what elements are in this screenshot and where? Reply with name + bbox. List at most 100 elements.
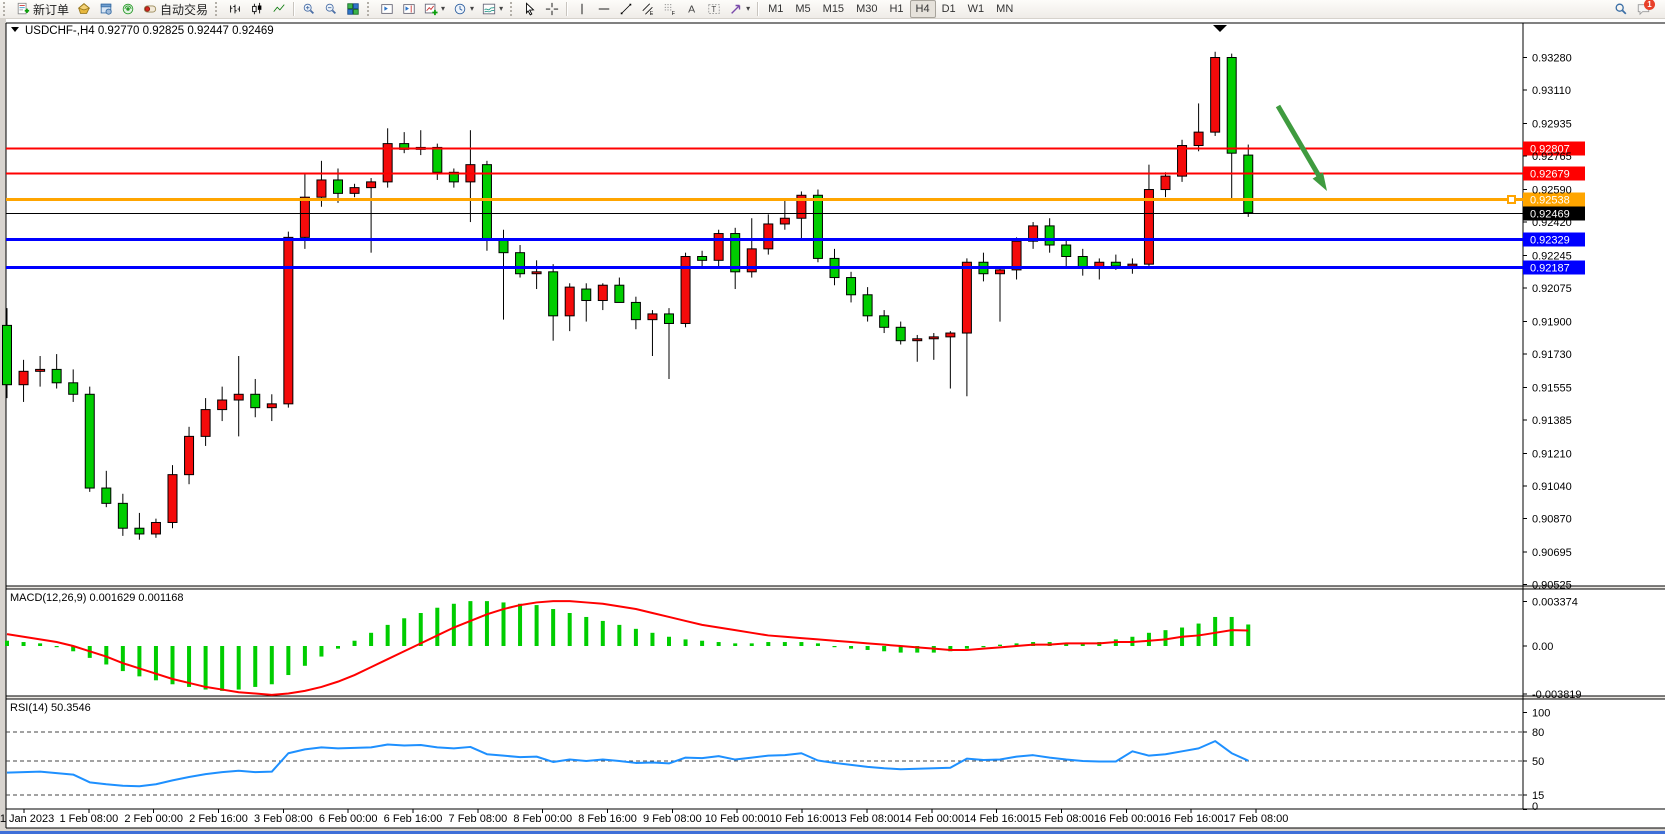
dropdown-caret-icon: ▾ bbox=[499, 4, 504, 13]
channel-icon: E bbox=[641, 2, 655, 16]
price-tick-label: 0.92075 bbox=[1532, 283, 1572, 295]
rsi-levels bbox=[6, 731, 1523, 796]
candle-body bbox=[928, 336, 939, 340]
candle-body bbox=[597, 284, 608, 302]
zoom-in-button[interactable] bbox=[298, 0, 320, 18]
macd-bar bbox=[54, 646, 59, 648]
candlestick-chart-button[interactable] bbox=[246, 0, 268, 18]
timeframe-m30-button[interactable]: M30 bbox=[856, 3, 878, 15]
chart-bg bbox=[0, 18, 1665, 828]
candle-body bbox=[366, 181, 377, 189]
label-button[interactable]: T bbox=[703, 0, 725, 18]
candle-body bbox=[299, 196, 310, 238]
new-order-button[interactable]: 新订单 bbox=[12, 0, 73, 18]
candle-body bbox=[862, 294, 873, 317]
time-tick-label: 1 Feb 08:00 bbox=[59, 813, 118, 825]
time-tick-label: 8 Feb 16:00 bbox=[578, 813, 637, 825]
candle-body bbox=[779, 217, 790, 225]
horizontal-line-icon bbox=[597, 2, 611, 16]
price-tick-label: 0.90870 bbox=[1532, 514, 1572, 526]
profiles-clock-icon bbox=[453, 2, 467, 16]
new-order-label: 新订单 bbox=[33, 2, 70, 17]
crosshair-button[interactable] bbox=[541, 0, 563, 18]
price-tick-label: 0.91385 bbox=[1532, 415, 1572, 427]
templates-button[interactable]: ▾ bbox=[478, 0, 507, 18]
macd-bar bbox=[1163, 630, 1168, 646]
profiles-button[interactable]: ▾ bbox=[449, 0, 478, 18]
toolbar-grip[interactable] bbox=[215, 2, 221, 16]
candles bbox=[2, 51, 1254, 540]
line-chart-button[interactable] bbox=[268, 0, 290, 18]
macd-bar bbox=[402, 618, 407, 646]
timeframe-m1-button[interactable]: M1 bbox=[768, 3, 784, 15]
channel-button[interactable]: E bbox=[637, 0, 659, 18]
macd-bar bbox=[799, 642, 804, 646]
price-badge-label: 0.92187 bbox=[1530, 263, 1570, 275]
macd-bar bbox=[302, 646, 307, 666]
timeframe-m15-button[interactable]: M15 bbox=[822, 3, 845, 15]
market-watch-button[interactable] bbox=[95, 0, 117, 18]
candle-body bbox=[101, 487, 112, 504]
timeframe-group: M1 M5 M15 M30 H1 H4 D1 W1 MN bbox=[762, 0, 1019, 18]
rsi-scale-label: 15 bbox=[1532, 790, 1544, 802]
toolbar-grip[interactable] bbox=[3, 2, 9, 16]
trend-arrow-annotation[interactable] bbox=[1275, 104, 1327, 191]
candle-body bbox=[2, 324, 12, 386]
timeframe-m5-button[interactable]: M5 bbox=[795, 3, 811, 15]
navigator-button[interactable] bbox=[73, 0, 95, 18]
signals-button[interactable] bbox=[117, 0, 139, 18]
macd-bar bbox=[534, 605, 539, 646]
toolbar-grip[interactable] bbox=[367, 2, 373, 16]
macd-bar bbox=[1080, 643, 1085, 646]
new-chart-button[interactable]: ▾ bbox=[420, 0, 449, 18]
macd-bar bbox=[1146, 632, 1151, 646]
zoom-out-button[interactable] bbox=[320, 0, 342, 18]
candle-body bbox=[250, 393, 261, 409]
candle-body bbox=[167, 474, 178, 523]
hline-handle[interactable] bbox=[1507, 195, 1516, 204]
macd-bar bbox=[5, 640, 9, 646]
panel-sash[interactable] bbox=[6, 586, 1665, 589]
fibonacci-button[interactable]: F bbox=[659, 0, 681, 18]
candle-body bbox=[1143, 189, 1154, 265]
vertical-line-button[interactable] bbox=[571, 0, 593, 18]
timeframe-mn-button[interactable]: MN bbox=[996, 3, 1014, 15]
macd-bar bbox=[1064, 643, 1069, 646]
window-left-edge bbox=[0, 18, 6, 828]
timeframe-h4-button[interactable]: H4 bbox=[909, 0, 936, 18]
trendline-button[interactable] bbox=[615, 0, 637, 18]
chart-shift-button[interactable] bbox=[398, 0, 420, 18]
text-button[interactable]: A bbox=[681, 0, 703, 18]
price-axis[interactable]: 0.93280 0.93110 0.92935 0.92765 0.92590 0.924… bbox=[1523, 53, 1572, 592]
cursor-button[interactable] bbox=[519, 0, 541, 18]
bar-chart-button[interactable] bbox=[224, 0, 246, 18]
bar-chart-icon bbox=[228, 2, 242, 16]
cursor-icon bbox=[523, 2, 537, 16]
macd-bar bbox=[104, 646, 109, 665]
notifications-button[interactable]: 1 bbox=[1632, 0, 1655, 18]
timeframe-w1-button[interactable]: W1 bbox=[967, 3, 985, 15]
macd-bar bbox=[551, 609, 556, 646]
timeframe-d1-button[interactable]: D1 bbox=[941, 3, 956, 15]
toolbar-grip[interactable] bbox=[510, 2, 516, 16]
macd-bar bbox=[451, 603, 456, 646]
timeframe-h1-button[interactable]: H1 bbox=[889, 3, 904, 15]
macd-bar bbox=[832, 646, 837, 648]
symbol-dropdown-icon[interactable] bbox=[11, 27, 19, 32]
panel-sash[interactable] bbox=[6, 696, 1665, 699]
horizontal-line-button[interactable] bbox=[593, 0, 615, 18]
search-button[interactable] bbox=[1610, 0, 1632, 18]
candle-body bbox=[697, 256, 708, 261]
auto-scroll-button[interactable] bbox=[376, 0, 398, 18]
tile-windows-button[interactable] bbox=[342, 0, 364, 18]
price-tick-label: 0.91040 bbox=[1532, 481, 1572, 493]
time-axis[interactable]: 31 Jan 2023 1 Feb 08:00 2 Feb 00:00 2 Feb 1… bbox=[0, 809, 1288, 825]
candle-body bbox=[18, 370, 29, 386]
toolbar-separator bbox=[757, 2, 760, 16]
arrows-button[interactable]: ▾ bbox=[725, 0, 754, 18]
autotrading-button[interactable]: 自动交易 bbox=[139, 0, 212, 18]
svg-text:E: E bbox=[650, 11, 654, 16]
chart-shift-marker[interactable] bbox=[1213, 25, 1227, 32]
macd-bar bbox=[418, 613, 423, 646]
